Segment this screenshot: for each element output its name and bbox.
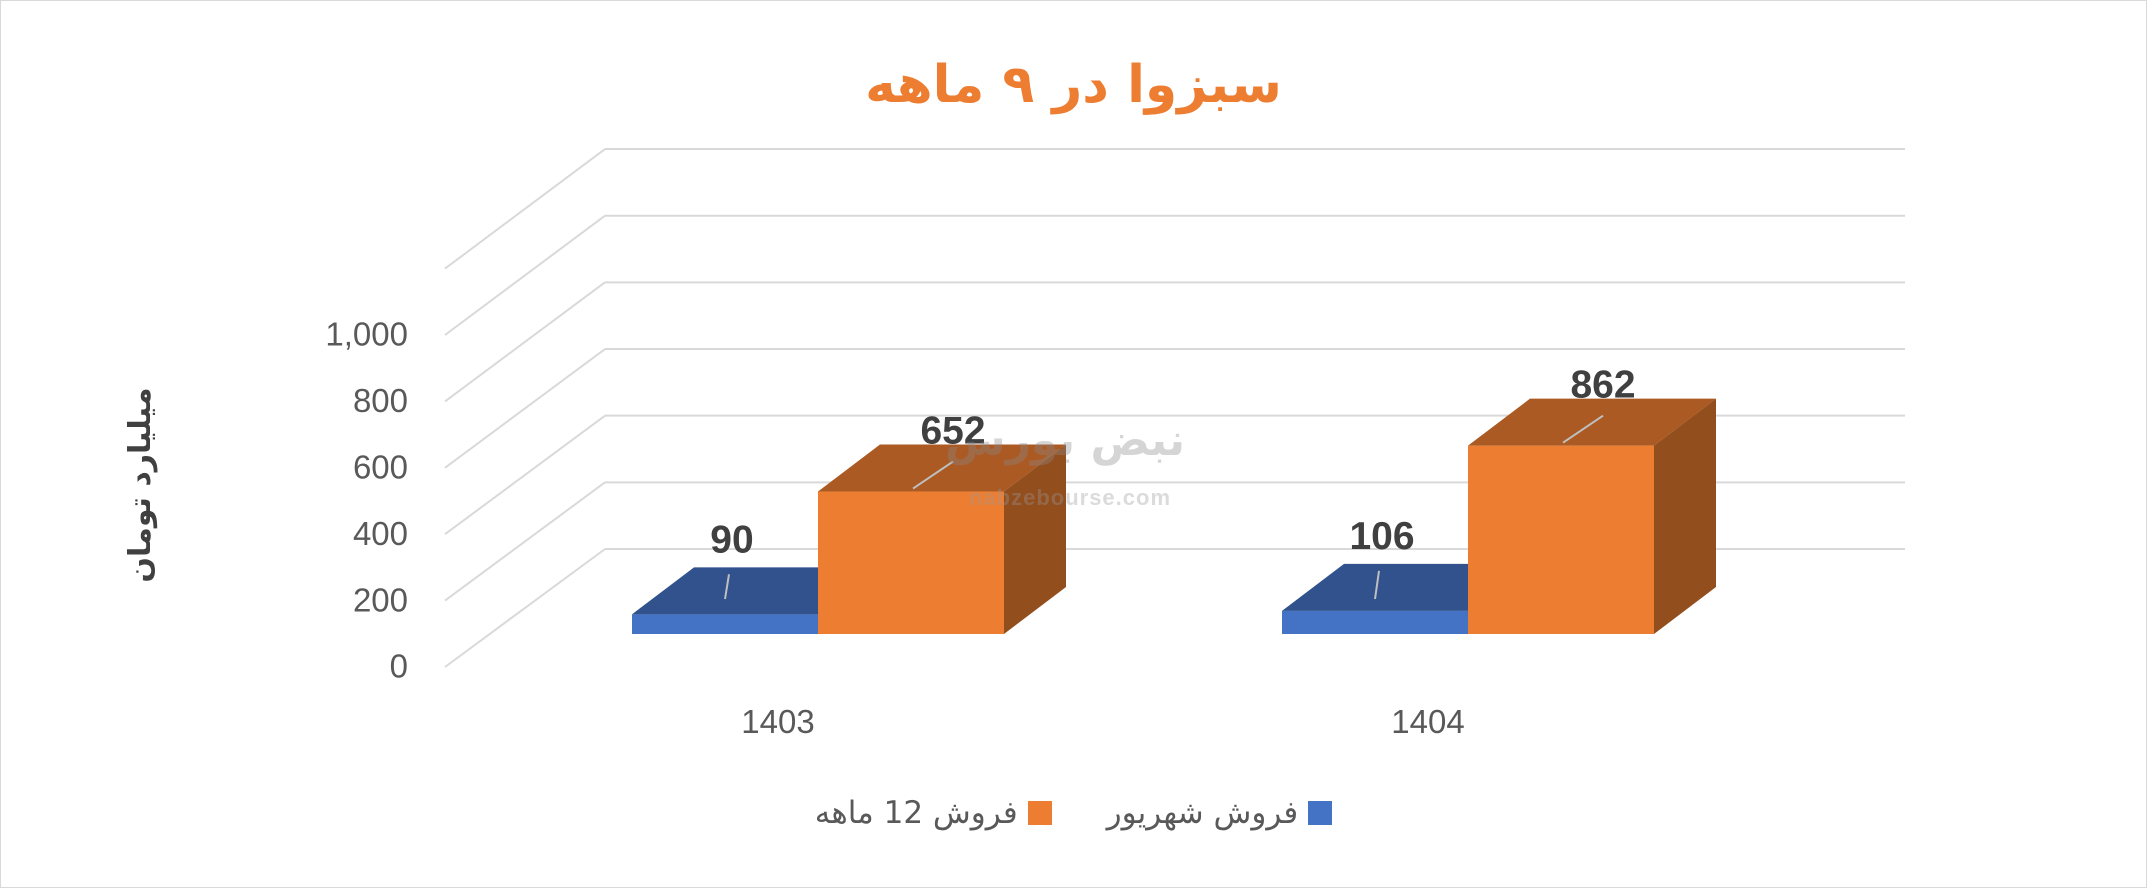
gridline-side (444, 348, 606, 469)
gridline-side (444, 214, 606, 336)
x-tick-label: 1404 (1391, 703, 1464, 740)
gridline-side (444, 281, 606, 403)
data-label-leader (1562, 414, 1604, 444)
chart-legend: فروش 12 ماهه فروش شهریور (0, 795, 2147, 831)
y-tick-label: 600 (353, 449, 408, 486)
y-tick-label: 400 (353, 515, 408, 552)
legend-item-1: فروش 12 ماهه (815, 795, 1052, 831)
legend-swatch-0 (1308, 801, 1333, 825)
bar-front (632, 614, 818, 634)
y-tick-label: 0 (390, 648, 408, 685)
bar-front (1468, 445, 1654, 634)
y-axis-label: میلیارد تومان (123, 387, 158, 582)
x-tick-label: 1403 (741, 703, 814, 740)
bar-side (1654, 398, 1716, 634)
legend-item-0: فروش شهریور (1107, 795, 1333, 831)
data-label: 862 (1570, 364, 1635, 407)
data-label-leader (1374, 570, 1380, 600)
bar-side (1004, 444, 1066, 634)
chart-title: سبزوا در ۹ ماهه (865, 55, 1282, 115)
watermark-brand: نبض بورس (945, 415, 1185, 466)
legend-label-1: فروش 12 ماهه (814, 795, 1018, 831)
y-tick-label: 800 (353, 382, 408, 419)
legend-label-0: فروش شهریور (1106, 795, 1299, 831)
gridline-side (444, 481, 606, 602)
data-label-leader (912, 460, 954, 490)
data-label-leader (724, 574, 730, 600)
gridline-side (444, 548, 606, 668)
gridline-side (444, 148, 606, 270)
legend-swatch-1 (1027, 801, 1052, 825)
bar-front (818, 491, 1004, 634)
data-label: 106 (1349, 515, 1414, 558)
watermark-url: nabzebourse.com (968, 485, 1172, 510)
bar-front (1282, 610, 1468, 634)
y-tick-label: 200 (353, 581, 408, 618)
gridline-side (444, 414, 606, 536)
data-label: 90 (710, 518, 753, 561)
data-label: 652 (920, 410, 985, 453)
watermark-logo: نبض بورس nabzebourse.com (900, 375, 1240, 515)
y-tick-label: 1,000 (325, 316, 408, 353)
